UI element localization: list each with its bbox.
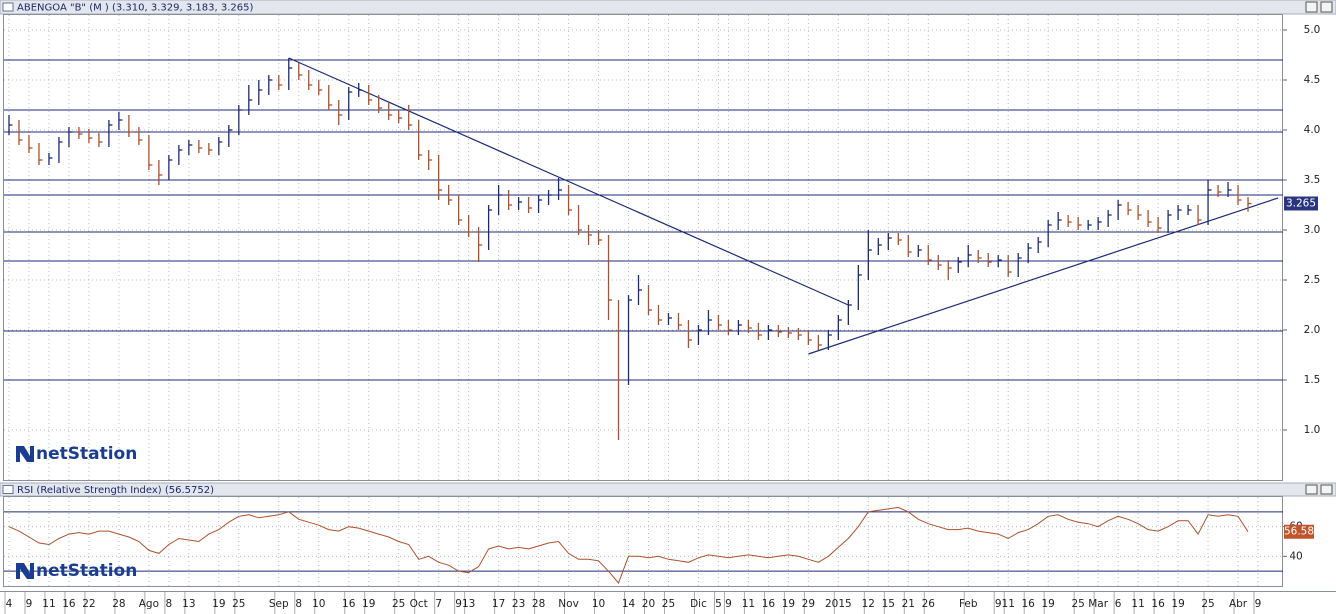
x-tick-label: Sep xyxy=(269,598,289,610)
x-tick-label: 7 xyxy=(435,598,442,610)
x-tick-label: Mar xyxy=(1088,598,1108,610)
panel-icon xyxy=(2,485,14,494)
x-tick-label: 9 xyxy=(26,598,33,610)
x-tick-label: 11 xyxy=(742,598,755,610)
y-tick-label: 4.5 xyxy=(1304,74,1321,86)
x-tick-label: 19 xyxy=(362,598,375,610)
y-tick-label: 5.0 xyxy=(1304,24,1321,36)
minimize-button[interactable] xyxy=(1305,1,1318,13)
x-tick-label: 28 xyxy=(112,598,125,610)
x-tick-label: 9 xyxy=(1255,598,1262,610)
x-tick-label: 16 xyxy=(762,598,776,610)
last-rsi-label: 56.58 xyxy=(1284,526,1314,538)
x-tick-label: 14 xyxy=(622,598,636,610)
x-tick-label: 25 xyxy=(1071,598,1084,610)
indicator-title: RSI (Relative Strength Index) (56.5752) xyxy=(17,485,214,496)
trend-line xyxy=(808,197,1279,355)
x-tick-label: Nov xyxy=(558,598,579,610)
x-tick-label: 25 xyxy=(232,598,245,610)
x-tick-label: 17 xyxy=(492,598,505,610)
logo-icon xyxy=(16,563,34,579)
x-tick-label: 25 xyxy=(1201,598,1214,610)
x-tick-label: 4 xyxy=(6,598,13,610)
price-frame xyxy=(3,14,1283,481)
x-tick-label: 19 xyxy=(212,598,225,610)
last-price-label: 3.265 xyxy=(1286,198,1316,210)
x-tick-label: 19 xyxy=(1171,598,1184,610)
last-rsi-box xyxy=(1284,524,1314,539)
y-tick-label: 4.0 xyxy=(1304,124,1321,136)
x-tick-label: 22 xyxy=(82,598,95,610)
x-tick-label: 25 xyxy=(392,598,405,610)
x-tick-label: 20 xyxy=(642,598,655,610)
trend-line xyxy=(288,57,849,306)
x-tick-label: 16 xyxy=(62,598,76,610)
x-tick-label: 28 xyxy=(532,598,545,610)
x-tick-label: 8 xyxy=(295,598,302,610)
x-tick-label: 16 xyxy=(1151,598,1165,610)
x-tick-label: Abr xyxy=(1229,598,1248,610)
minimize-button[interactable] xyxy=(1305,484,1318,495)
chart-title: ABENGOA "B" (M ) (3.310, 3.329, 3.183, 3… xyxy=(17,3,253,14)
x-tick-label: 13 xyxy=(182,598,195,610)
x-tick-label: 16 xyxy=(342,598,356,610)
x-tick-label: Ago xyxy=(139,598,159,610)
rsi-line xyxy=(8,506,1249,584)
y-tick-label: 2.0 xyxy=(1304,324,1321,336)
x-tick-label: 9 xyxy=(455,598,462,610)
y-tick-label: 2.5 xyxy=(1304,274,1321,286)
panel-icon xyxy=(2,2,14,12)
x-tick-label: 15 xyxy=(882,598,895,610)
x-tick-label: 6 xyxy=(1115,598,1122,610)
x-tick-label: 10 xyxy=(312,598,325,610)
x-tick-label: 26 xyxy=(922,598,936,610)
x-tick-label: 10 xyxy=(592,598,605,610)
x-tick-label: 2015 xyxy=(825,598,852,610)
x-tick-label: 11 xyxy=(42,598,55,610)
x-tick-label: 25 xyxy=(662,598,675,610)
y-tick-label: 1.0 xyxy=(1304,424,1321,436)
x-tick-label: Feb xyxy=(959,598,978,610)
last-price-box xyxy=(1284,196,1318,211)
x-tick-label: 21 xyxy=(902,598,915,610)
logo: netStation xyxy=(36,561,137,581)
y-tick-label: 3.5 xyxy=(1304,174,1321,186)
x-tick-label: 29 xyxy=(802,598,815,610)
y-tick-label: 3.0 xyxy=(1304,224,1321,236)
x-tick-label: 11 xyxy=(1131,598,1144,610)
rsi-frame xyxy=(3,496,1283,587)
x-tick-label: 5 xyxy=(715,598,722,610)
close-button[interactable] xyxy=(1320,484,1333,495)
marks: 3.265 56.58 xyxy=(4,57,1318,584)
x-tick-label: 19 xyxy=(1041,598,1054,610)
x-tick-label: Dic xyxy=(690,598,707,610)
y-tick-label: 1.5 xyxy=(1304,374,1321,386)
close-button[interactable] xyxy=(1320,1,1333,13)
x-tick-label: 13 xyxy=(462,598,475,610)
x-tick-label: Oct xyxy=(410,598,428,610)
logo: netStation xyxy=(36,444,137,464)
x-tick-label: 16 xyxy=(1022,598,1036,610)
x-tick-label: 9 xyxy=(995,598,1002,610)
x-tick-label: 8 xyxy=(166,598,173,610)
x-tick-label: 23 xyxy=(512,598,525,610)
logo-icon xyxy=(16,446,34,462)
x-tick-label: 19 xyxy=(782,598,795,610)
y-tick-label: 40 xyxy=(1289,550,1302,562)
x-tick-label: 12 xyxy=(862,598,875,610)
x-tick-label: 11 xyxy=(1002,598,1015,610)
x-tick-label: 9 xyxy=(725,598,732,610)
